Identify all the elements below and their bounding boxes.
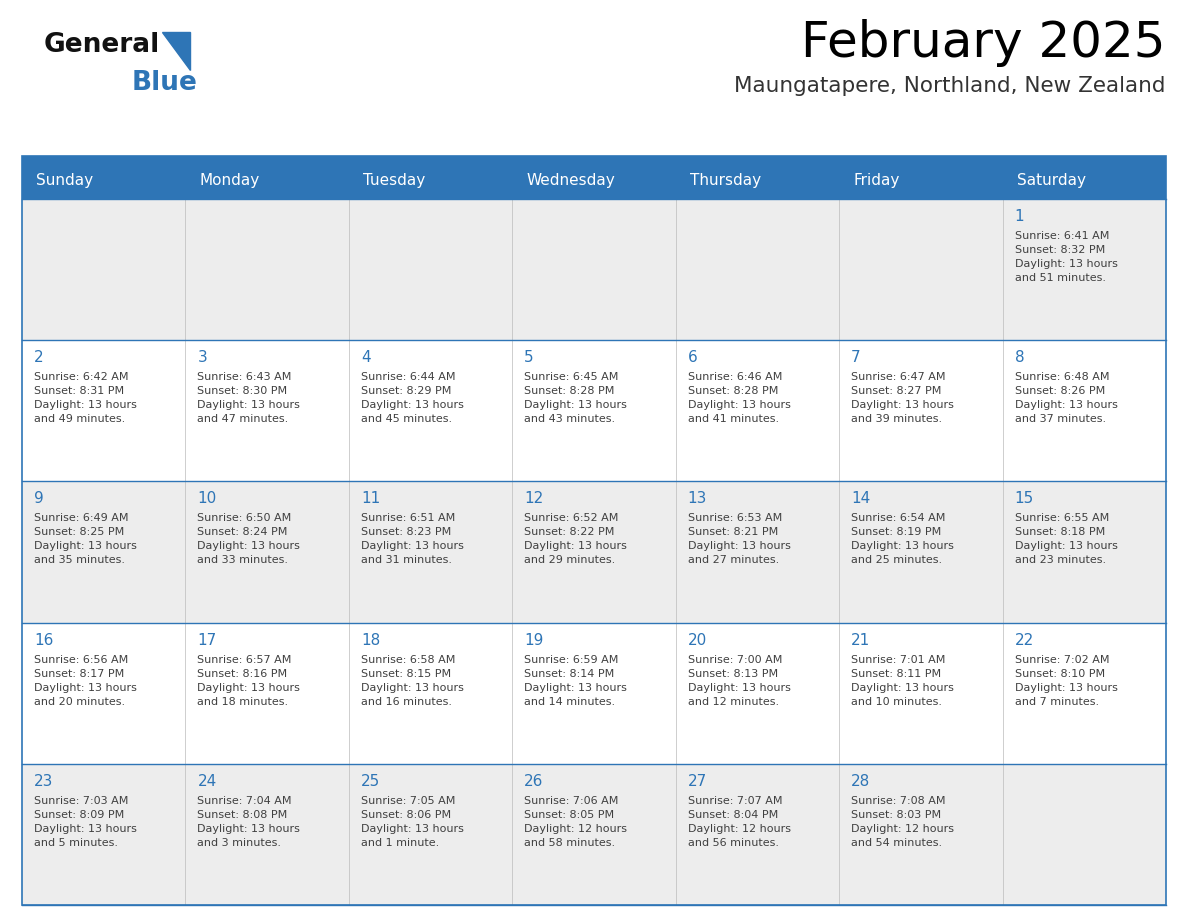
Text: Sunrise: 6:43 AM
Sunset: 8:30 PM
Daylight: 13 hours
and 47 minutes.: Sunrise: 6:43 AM Sunset: 8:30 PM Dayligh… — [197, 372, 301, 424]
Text: Sunrise: 7:03 AM
Sunset: 8:09 PM
Daylight: 13 hours
and 5 minutes.: Sunrise: 7:03 AM Sunset: 8:09 PM Dayligh… — [34, 796, 137, 848]
Text: 11: 11 — [361, 491, 380, 507]
Text: Sunrise: 6:46 AM
Sunset: 8:28 PM
Daylight: 13 hours
and 41 minutes.: Sunrise: 6:46 AM Sunset: 8:28 PM Dayligh… — [688, 372, 790, 424]
Text: Sunrise: 6:57 AM
Sunset: 8:16 PM
Daylight: 13 hours
and 18 minutes.: Sunrise: 6:57 AM Sunset: 8:16 PM Dayligh… — [197, 655, 301, 707]
Text: 21: 21 — [851, 633, 871, 647]
Text: 10: 10 — [197, 491, 216, 507]
Bar — [23, 481, 1165, 622]
Text: Sunrise: 6:53 AM
Sunset: 8:21 PM
Daylight: 13 hours
and 27 minutes.: Sunrise: 6:53 AM Sunset: 8:21 PM Dayligh… — [688, 513, 790, 565]
Text: Sunrise: 6:52 AM
Sunset: 8:22 PM
Daylight: 13 hours
and 29 minutes.: Sunrise: 6:52 AM Sunset: 8:22 PM Dayligh… — [524, 513, 627, 565]
Text: Sunday: Sunday — [36, 173, 93, 188]
Bar — [23, 156, 1165, 905]
Text: Sunrise: 7:00 AM
Sunset: 8:13 PM
Daylight: 13 hours
and 12 minutes.: Sunrise: 7:00 AM Sunset: 8:13 PM Dayligh… — [688, 655, 790, 707]
Text: 23: 23 — [34, 774, 53, 789]
Text: 14: 14 — [851, 491, 871, 507]
Text: 16: 16 — [34, 633, 53, 647]
Text: Sunrise: 6:45 AM
Sunset: 8:28 PM
Daylight: 13 hours
and 43 minutes.: Sunrise: 6:45 AM Sunset: 8:28 PM Dayligh… — [524, 372, 627, 424]
Text: Sunrise: 6:59 AM
Sunset: 8:14 PM
Daylight: 13 hours
and 14 minutes.: Sunrise: 6:59 AM Sunset: 8:14 PM Dayligh… — [524, 655, 627, 707]
Bar — [23, 622, 1165, 764]
Text: 25: 25 — [361, 774, 380, 789]
Text: 1: 1 — [1015, 209, 1024, 224]
Text: Sunrise: 6:56 AM
Sunset: 8:17 PM
Daylight: 13 hours
and 20 minutes.: Sunrise: 6:56 AM Sunset: 8:17 PM Dayligh… — [34, 655, 137, 707]
Text: Sunrise: 6:42 AM
Sunset: 8:31 PM
Daylight: 13 hours
and 49 minutes.: Sunrise: 6:42 AM Sunset: 8:31 PM Dayligh… — [34, 372, 137, 424]
Bar — [23, 199, 1165, 341]
Text: 13: 13 — [688, 491, 707, 507]
Text: Monday: Monday — [200, 173, 260, 188]
Text: 28: 28 — [851, 774, 871, 789]
Text: 18: 18 — [361, 633, 380, 647]
Text: 15: 15 — [1015, 491, 1034, 507]
Polygon shape — [162, 32, 190, 70]
Text: Sunrise: 7:01 AM
Sunset: 8:11 PM
Daylight: 13 hours
and 10 minutes.: Sunrise: 7:01 AM Sunset: 8:11 PM Dayligh… — [851, 655, 954, 707]
Text: Sunrise: 6:51 AM
Sunset: 8:23 PM
Daylight: 13 hours
and 31 minutes.: Sunrise: 6:51 AM Sunset: 8:23 PM Dayligh… — [361, 513, 463, 565]
Text: Sunrise: 6:55 AM
Sunset: 8:18 PM
Daylight: 13 hours
and 23 minutes.: Sunrise: 6:55 AM Sunset: 8:18 PM Dayligh… — [1015, 513, 1118, 565]
Text: Thursday: Thursday — [690, 173, 760, 188]
Text: 3: 3 — [197, 350, 207, 365]
Text: Friday: Friday — [853, 173, 899, 188]
Text: 27: 27 — [688, 774, 707, 789]
Text: Sunrise: 7:02 AM
Sunset: 8:10 PM
Daylight: 13 hours
and 7 minutes.: Sunrise: 7:02 AM Sunset: 8:10 PM Dayligh… — [1015, 655, 1118, 707]
Text: Sunrise: 6:50 AM
Sunset: 8:24 PM
Daylight: 13 hours
and 33 minutes.: Sunrise: 6:50 AM Sunset: 8:24 PM Dayligh… — [197, 513, 301, 565]
Text: February 2025: February 2025 — [802, 19, 1165, 67]
Text: Sunrise: 6:54 AM
Sunset: 8:19 PM
Daylight: 13 hours
and 25 minutes.: Sunrise: 6:54 AM Sunset: 8:19 PM Dayligh… — [851, 513, 954, 565]
Text: General: General — [44, 32, 160, 58]
Text: 6: 6 — [688, 350, 697, 365]
Text: Maungatapere, Northland, New Zealand: Maungatapere, Northland, New Zealand — [734, 76, 1165, 96]
Text: Sunrise: 6:41 AM
Sunset: 8:32 PM
Daylight: 13 hours
and 51 minutes.: Sunrise: 6:41 AM Sunset: 8:32 PM Dayligh… — [1015, 231, 1118, 283]
Text: Sunrise: 7:04 AM
Sunset: 8:08 PM
Daylight: 13 hours
and 3 minutes.: Sunrise: 7:04 AM Sunset: 8:08 PM Dayligh… — [197, 796, 301, 848]
Text: 4: 4 — [361, 350, 371, 365]
Text: 5: 5 — [524, 350, 533, 365]
Text: 20: 20 — [688, 633, 707, 647]
Text: 24: 24 — [197, 774, 216, 789]
Text: 22: 22 — [1015, 633, 1034, 647]
Text: 17: 17 — [197, 633, 216, 647]
Text: Sunrise: 6:47 AM
Sunset: 8:27 PM
Daylight: 13 hours
and 39 minutes.: Sunrise: 6:47 AM Sunset: 8:27 PM Dayligh… — [851, 372, 954, 424]
Text: Sunrise: 6:48 AM
Sunset: 8:26 PM
Daylight: 13 hours
and 37 minutes.: Sunrise: 6:48 AM Sunset: 8:26 PM Dayligh… — [1015, 372, 1118, 424]
Text: Sunrise: 6:49 AM
Sunset: 8:25 PM
Daylight: 13 hours
and 35 minutes.: Sunrise: 6:49 AM Sunset: 8:25 PM Dayligh… — [34, 513, 137, 565]
Text: Sunrise: 7:06 AM
Sunset: 8:05 PM
Daylight: 12 hours
and 58 minutes.: Sunrise: 7:06 AM Sunset: 8:05 PM Dayligh… — [524, 796, 627, 848]
Text: 7: 7 — [851, 350, 861, 365]
Text: Tuesday: Tuesday — [362, 173, 425, 188]
Text: 8: 8 — [1015, 350, 1024, 365]
Bar — [23, 162, 1165, 199]
Text: Saturday: Saturday — [1017, 173, 1086, 188]
Text: Blue: Blue — [132, 70, 198, 96]
Text: Sunrise: 7:07 AM
Sunset: 8:04 PM
Daylight: 12 hours
and 56 minutes.: Sunrise: 7:07 AM Sunset: 8:04 PM Dayligh… — [688, 796, 791, 848]
Bar — [23, 156, 1165, 162]
Text: 2: 2 — [34, 350, 44, 365]
Text: Sunrise: 7:05 AM
Sunset: 8:06 PM
Daylight: 13 hours
and 1 minute.: Sunrise: 7:05 AM Sunset: 8:06 PM Dayligh… — [361, 796, 463, 848]
Text: Sunrise: 7:08 AM
Sunset: 8:03 PM
Daylight: 12 hours
and 54 minutes.: Sunrise: 7:08 AM Sunset: 8:03 PM Dayligh… — [851, 796, 954, 848]
Text: 19: 19 — [524, 633, 544, 647]
Text: 26: 26 — [524, 774, 544, 789]
Text: Wednesday: Wednesday — [526, 173, 615, 188]
Text: Sunrise: 6:44 AM
Sunset: 8:29 PM
Daylight: 13 hours
and 45 minutes.: Sunrise: 6:44 AM Sunset: 8:29 PM Dayligh… — [361, 372, 463, 424]
Bar — [23, 341, 1165, 481]
Bar — [23, 764, 1165, 905]
Text: 12: 12 — [524, 491, 544, 507]
Text: 9: 9 — [34, 491, 44, 507]
Text: Sunrise: 6:58 AM
Sunset: 8:15 PM
Daylight: 13 hours
and 16 minutes.: Sunrise: 6:58 AM Sunset: 8:15 PM Dayligh… — [361, 655, 463, 707]
